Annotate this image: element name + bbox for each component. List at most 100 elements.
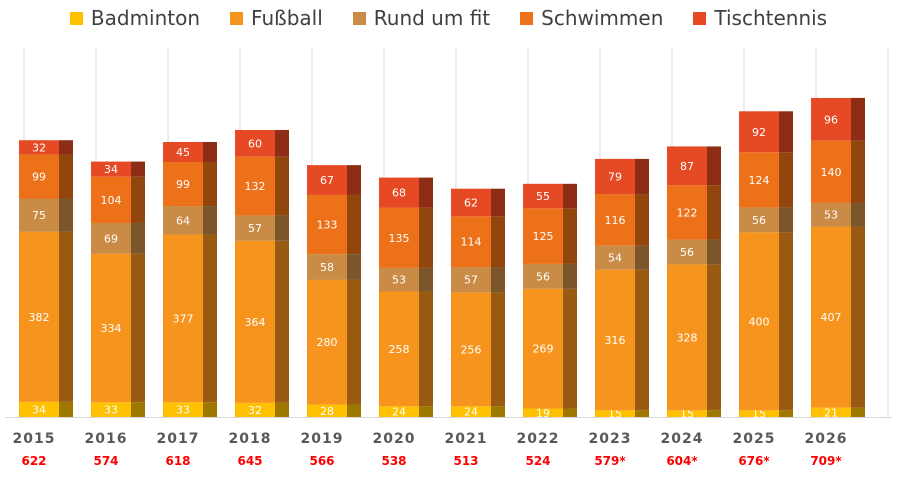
data-label: 34 [104, 163, 118, 176]
x-tick-label: 2025 [733, 431, 776, 447]
x-tick-label: 2020 [373, 431, 416, 447]
bar-segment-rund-um-fit [811, 202, 851, 227]
bar-segment-tischtennis [451, 188, 491, 217]
legend-label: Schwimmen [541, 6, 664, 30]
legend-item: Schwimmen [520, 6, 663, 30]
data-label: 124 [749, 174, 770, 187]
data-label: 15 [752, 408, 766, 421]
bar-segment-tischtennis [739, 111, 779, 153]
bar-side [203, 234, 217, 403]
bar-segment-rund-um-fit [451, 267, 491, 293]
bar-segment-badminton [811, 407, 851, 417]
data-label: 114 [461, 236, 482, 249]
bar-segment-rund-um-fit [91, 222, 131, 254]
x-tick-label: 2023 [589, 431, 632, 447]
bar-side [419, 291, 433, 407]
bar-segment-schwimmen [595, 194, 635, 246]
bar-segment-tischtennis [307, 165, 347, 195]
total-label: 513 [453, 454, 478, 468]
bar-segment-tischtennis [379, 177, 419, 208]
bar-segment-badminton [739, 410, 779, 417]
bar-segment-badminton [379, 406, 419, 417]
bar-segment-rund-um-fit [595, 245, 635, 270]
bar-segment-fu-ball [307, 279, 347, 405]
data-label: 400 [749, 315, 770, 328]
bar-side [275, 129, 289, 157]
data-label: 15 [680, 408, 694, 421]
total-label: 604* [666, 454, 698, 468]
data-label: 133 [317, 219, 338, 232]
x-tick-label: 2019 [301, 431, 344, 447]
bar-segment-rund-um-fit [667, 239, 707, 265]
data-label: 99 [176, 178, 190, 191]
bar-segment-tischtennis [667, 146, 707, 186]
bar-side [419, 207, 433, 268]
total-label: 574 [93, 454, 118, 468]
data-label: 55 [536, 190, 550, 203]
bar-side [59, 231, 73, 402]
data-label: 53 [392, 274, 406, 287]
bar-side [779, 410, 793, 417]
legend: Badminton Fußball Rund um fit Schwimmen Tisc… [0, 6, 897, 30]
x-tick-label: 2018 [229, 431, 272, 447]
bar-side [131, 222, 145, 254]
data-label: 45 [176, 146, 190, 159]
bar-side [203, 402, 217, 417]
legend-item: Badminton [69, 6, 200, 30]
bar-segment-fu-ball [235, 240, 275, 403]
bar-segment-badminton [235, 402, 275, 417]
bar-side [419, 267, 433, 292]
bar-segment-badminton [451, 406, 491, 417]
bar-side [131, 176, 145, 223]
data-label: 116 [605, 214, 626, 227]
bar-side [707, 185, 721, 240]
bar-side [635, 245, 649, 270]
data-label: 28 [320, 405, 334, 418]
bar-side [347, 404, 361, 417]
data-label: 87 [680, 160, 694, 173]
bar-side [275, 156, 289, 216]
bar-segment-fu-ball [811, 226, 851, 408]
bar-side [203, 162, 217, 207]
data-label: 21 [824, 406, 838, 419]
data-label: 92 [752, 126, 766, 139]
bar-side [347, 194, 361, 255]
data-label: 68 [392, 187, 406, 200]
bar-segment-fu-ball [451, 292, 491, 407]
data-label: 328 [677, 331, 698, 344]
bar-segment-tischtennis [595, 158, 635, 195]
bar-side [851, 202, 865, 227]
bar-side [635, 194, 649, 246]
total-label: 676* [738, 454, 770, 468]
total-label: 566 [309, 454, 334, 468]
total-label: 618 [165, 454, 190, 468]
legend-item: Rund um fit [352, 6, 490, 30]
bar-side [59, 154, 73, 199]
bar-side [491, 216, 505, 268]
bar-segment-fu-ball [523, 288, 563, 409]
data-label: 122 [677, 206, 698, 219]
bar-segment-fu-ball [595, 269, 635, 411]
data-label: 79 [608, 170, 622, 183]
bar-segment-schwimmen [163, 162, 203, 207]
data-label: 58 [320, 261, 334, 274]
bar-side [419, 406, 433, 417]
data-label: 57 [464, 274, 478, 287]
bar-side [347, 279, 361, 405]
data-label: 33 [176, 404, 190, 417]
bar-segment-fu-ball [19, 231, 59, 402]
x-tick-label: 2017 [157, 431, 200, 447]
bar-segment-schwimmen [235, 156, 275, 216]
data-label: 407 [821, 311, 842, 324]
bar-segment-badminton [307, 404, 347, 417]
data-label: 364 [245, 316, 266, 329]
bar-segment-badminton [163, 402, 203, 417]
data-label: 54 [608, 252, 622, 265]
bar-segment-rund-um-fit [523, 263, 563, 289]
data-label: 24 [464, 406, 478, 419]
bar-side [635, 269, 649, 411]
data-label: 258 [389, 343, 410, 356]
total-label: 645 [237, 454, 262, 468]
bar-side [563, 408, 577, 417]
